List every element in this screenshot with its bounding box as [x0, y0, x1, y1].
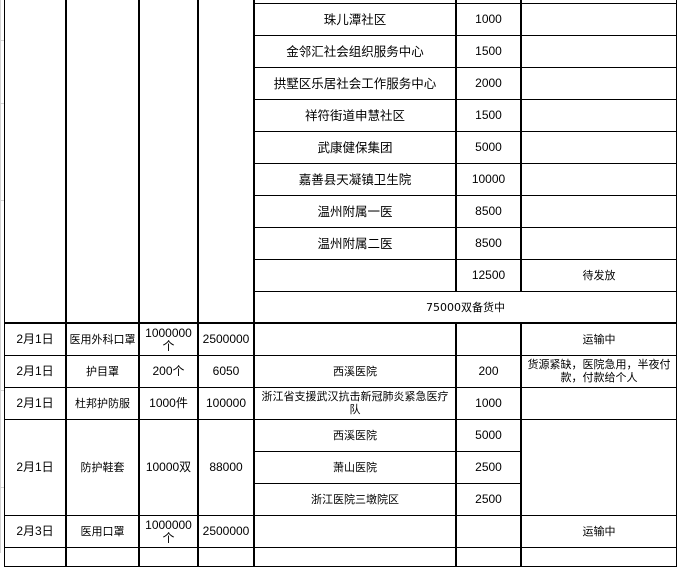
- cell-quantity[interactable]: 1000件: [139, 387, 198, 420]
- cell-date[interactable]: 2月1日: [4, 323, 66, 356]
- cell-qty[interactable]: 1500: [456, 35, 521, 68]
- cell-recipient[interactable]: 武康健保集团: [254, 131, 456, 164]
- cell-status[interactable]: [521, 195, 677, 228]
- cell-recipient[interactable]: 祥符街道申慧社区: [254, 99, 456, 132]
- cell-item[interactable]: 防护鞋套: [66, 419, 139, 516]
- cell-status[interactable]: 运输中: [521, 515, 677, 548]
- cell-item[interactable]: 杜邦护防服: [66, 387, 139, 420]
- gridline: [0, 40, 4, 41]
- cell-date[interactable]: [4, 547, 66, 567]
- cell-status[interactable]: [521, 419, 677, 516]
- cell-qty[interactable]: 8500: [456, 195, 521, 228]
- cell-status[interactable]: [521, 35, 677, 68]
- cell-amount[interactable]: 100000: [198, 387, 254, 420]
- cell-recipient[interactable]: 珠儿潭社区: [254, 3, 456, 36]
- cell-qty[interactable]: 12500: [456, 259, 521, 292]
- cell-recipient[interactable]: 温州附属一医: [254, 195, 456, 228]
- cell-qty[interactable]: 5000: [456, 131, 521, 164]
- cell-qty[interactable]: 1000: [456, 3, 521, 36]
- cell-recipient[interactable]: 拱墅区乐居社会工作服务中心: [254, 67, 456, 100]
- cell-recipient[interactable]: 嘉善县天凝镇卫生院: [254, 163, 456, 196]
- cell-status[interactable]: [521, 131, 677, 164]
- cell-qty[interactable]: 8500: [456, 227, 521, 260]
- cell-quantity[interactable]: 1000000个: [139, 515, 198, 548]
- cell-qty[interactable]: 5000: [456, 419, 521, 452]
- cell-recipient[interactable]: 浙江医院三墩院区: [254, 483, 456, 516]
- cell-quantity[interactable]: [139, 547, 198, 567]
- cell-status[interactable]: 待发放: [521, 259, 677, 292]
- cell-item[interactable]: 医用外科口罩: [66, 323, 139, 356]
- cell-recipient[interactable]: 浙江省支援武汉抗击新冠肺炎紧急医疗队: [254, 387, 456, 420]
- cell-qty[interactable]: 1500: [456, 99, 521, 132]
- cell-qty[interactable]: 2000: [456, 67, 521, 100]
- cell-status[interactable]: [521, 163, 677, 196]
- cell-recipient[interactable]: 萧山医院: [254, 451, 456, 484]
- cell-status[interactable]: [521, 227, 677, 260]
- gridline: [0, 200, 4, 201]
- cell-status[interactable]: [521, 99, 677, 132]
- cell-recipient[interactable]: 西溪医院: [254, 355, 456, 388]
- cell-recipient[interactable]: [254, 515, 456, 548]
- cell-status[interactable]: 运输中: [521, 323, 677, 356]
- cell-date[interactable]: 2月1日: [4, 387, 66, 420]
- cell-quantity[interactable]: 1000000个: [139, 323, 198, 356]
- cell-amount[interactable]: [198, 547, 254, 567]
- cell-status[interactable]: [521, 3, 677, 36]
- gridline: [0, 103, 4, 104]
- cell-amount[interactable]: 88000: [198, 419, 254, 516]
- cell-qty[interactable]: [456, 323, 521, 356]
- cell-recipient[interactable]: [254, 547, 456, 567]
- gridline: [0, 0, 1, 553]
- cell-qty[interactable]: 1000: [456, 387, 521, 420]
- cell-date[interactable]: 2月3日: [4, 515, 66, 548]
- gridline: [0, 487, 4, 488]
- cell-quantity[interactable]: 200个: [139, 355, 198, 388]
- cell-qty[interactable]: [456, 547, 521, 567]
- cell-qty[interactable]: 2500: [456, 483, 521, 516]
- cell-status[interactable]: [521, 547, 677, 567]
- cell-stock-note[interactable]: 75000双备货中: [254, 291, 677, 323]
- cell-date[interactable]: [4, 0, 66, 323]
- cell-amount[interactable]: 6050: [198, 355, 254, 388]
- cell-qty[interactable]: 200: [456, 355, 521, 388]
- cell-date[interactable]: 2月1日: [4, 355, 66, 388]
- cell-item[interactable]: 护目罩: [66, 355, 139, 388]
- cell-status[interactable]: [521, 67, 677, 100]
- cell-status[interactable]: [521, 387, 677, 420]
- cell-qty[interactable]: 2500: [456, 451, 521, 484]
- cell-quantity[interactable]: 10000双: [139, 419, 198, 516]
- cell-qty[interactable]: 10000: [456, 163, 521, 196]
- cell-quantity[interactable]: [139, 0, 198, 323]
- cell-recipient[interactable]: [254, 259, 456, 292]
- cell-amount[interactable]: [198, 0, 254, 323]
- cell-date[interactable]: 2月1日: [4, 419, 66, 516]
- cell-qty[interactable]: [456, 515, 521, 548]
- cell-status[interactable]: 货源紧缺，医院急用，半夜付款，付款给个人: [521, 355, 677, 388]
- cell-amount[interactable]: 2500000: [198, 515, 254, 548]
- gridline: [0, 390, 4, 391]
- cell-amount[interactable]: 2500000: [198, 323, 254, 356]
- cell-recipient[interactable]: 西溪医院: [254, 419, 456, 452]
- cell-item[interactable]: 医用口罩: [66, 515, 139, 548]
- cell-item[interactable]: [66, 0, 139, 323]
- cell-recipient[interactable]: 温州附属二医: [254, 227, 456, 260]
- cell-recipient[interactable]: [254, 323, 456, 356]
- cell-item[interactable]: [66, 547, 139, 567]
- cell-recipient[interactable]: 金邻汇社会组织服务中心: [254, 35, 456, 68]
